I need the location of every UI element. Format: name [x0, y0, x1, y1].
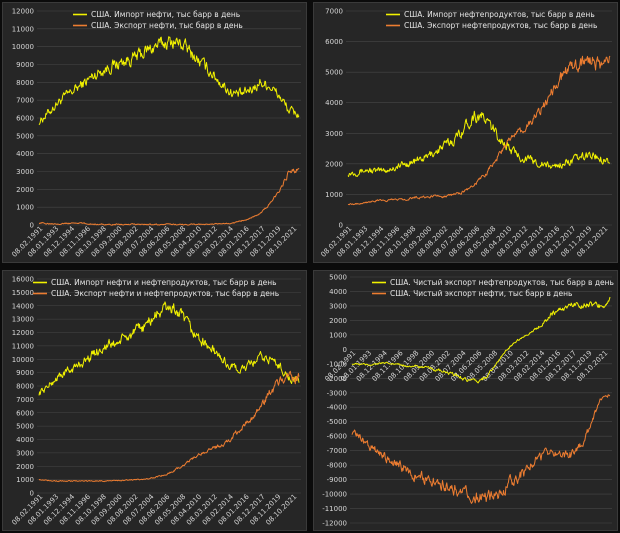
y-tick-label: 8000 — [16, 79, 34, 87]
y-tick-label: 2000 — [16, 186, 34, 194]
y-tick-label: 4000 — [16, 436, 34, 444]
y-tick-label: 12000 — [12, 329, 34, 337]
legend-entry: США. Импорт нефти и нефтепродуктов, тыс … — [51, 278, 277, 287]
y-tick-label: -6000 — [327, 433, 347, 441]
y-tick-label: 5000 — [325, 69, 343, 77]
y-tick-label: -4000 — [327, 404, 347, 412]
legend-entry: США. Экспорт нефти, тыс барр в день — [91, 21, 243, 30]
legend-entry: США. Импорт нефтепродуктов, тыс барр в д… — [404, 10, 595, 19]
series-line — [38, 167, 300, 226]
legend-entry: США. Экспорт нефтепродуктов, тыс барр в … — [404, 21, 597, 30]
y-tick-label: 6000 — [325, 38, 343, 46]
legend-entry: США. Чистый экспорт нефти, тыс барр в де… — [390, 289, 572, 298]
y-tick-label: 8000 — [16, 383, 34, 391]
series-line — [38, 370, 300, 483]
y-tick-label: 9000 — [16, 369, 34, 377]
y-tick-label: 15000 — [12, 289, 34, 297]
chart-total-svg: 0 1000 2000 3000 4000 5000 6000 7000 8000 9000 100… — [10, 276, 301, 527]
chart-panel-products: 0 1000 2000 3000 4000 5000 6000 7000 08.02.1991 0… — [313, 2, 618, 263]
y-tick-label: 2000 — [329, 317, 347, 325]
y-tick-label: 12000 — [12, 8, 34, 16]
y-tick-label: 7000 — [325, 8, 343, 16]
y-tick-label: 14000 — [12, 302, 34, 310]
chart-net-svg: 5000 4000 3000 2000 1000 0 -1000 -2000 -3000 -400… — [322, 274, 614, 528]
y-tick-label: 2000 — [325, 160, 343, 168]
y-tick-label: 4000 — [325, 99, 343, 107]
y-tick-label: 13000 — [12, 316, 34, 324]
chart-products-svg: 0100020003000400050006000700008.02.19910… — [319, 8, 612, 259]
y-tick-label: -5000 — [327, 418, 347, 426]
y-tick-label: -8000 — [327, 462, 347, 470]
y-tick-label: -1000 — [327, 360, 347, 368]
y-tick-label: 1000 — [329, 331, 347, 339]
y-tick-label: 2000 — [16, 463, 34, 471]
y-tick-label: 6000 — [16, 115, 34, 123]
y-tick-label: 7000 — [16, 97, 34, 105]
y-tick-label: 10000 — [12, 43, 34, 51]
y-tick-label: 10000 — [12, 356, 34, 364]
y-tick-label: 5000 — [16, 423, 34, 431]
y-tick-label: 1000 — [16, 476, 34, 484]
y-tick-label: 3000 — [325, 130, 343, 138]
y-tick-label: -10000 — [322, 491, 347, 499]
y-tick-label: -7000 — [327, 447, 347, 455]
legend-entry: США. Экспорт нефти и нефтепродуктов, тыс… — [51, 289, 279, 298]
y-tick-label: 1000 — [16, 204, 34, 212]
y-tick-label: 3000 — [329, 302, 347, 310]
y-tick-label: 6000 — [16, 409, 34, 417]
y-tick-label: -9000 — [327, 476, 347, 484]
y-tick-label: -11000 — [322, 505, 347, 513]
series-line — [347, 110, 611, 177]
y-tick-label: -3000 — [327, 389, 347, 397]
chart-panel-crude: 0 1000 2000 3000 4000 5000 6000 7000 8000 9000 100… — [2, 2, 307, 263]
y-tick-label: 11000 — [12, 342, 34, 350]
y-tick-label: 7000 — [16, 396, 34, 404]
y-tick-label: 3000 — [16, 449, 34, 457]
y-tick-label: 11000 — [12, 25, 34, 33]
chart-crude-svg: 0 1000 2000 3000 4000 5000 6000 7000 8000 9000 100… — [10, 8, 301, 259]
chart-panel-total: 0 1000 2000 3000 4000 5000 6000 7000 8000 9000 100… — [2, 270, 307, 531]
chart-panel-net: 5000 4000 3000 2000 1000 0 -1000 -2000 -3000 -400… — [313, 270, 618, 531]
y-tick-label: 3000 — [16, 168, 34, 176]
y-tick-label: 4000 — [16, 150, 34, 158]
y-tick-label: 16000 — [12, 276, 34, 284]
y-tick-label: 9000 — [16, 61, 34, 69]
y-tick-label: 0 — [30, 490, 34, 498]
series-line — [38, 36, 300, 126]
y-tick-label: 0 — [339, 222, 343, 230]
y-tick-label: 0 — [30, 222, 34, 230]
legend-entry: США. Импорт нефти, тыс барр в день — [91, 10, 240, 19]
legend-entry: США. Чистый экспорт нефтепродуктов, тыс … — [390, 278, 614, 287]
y-tick-label: -12000 — [322, 520, 347, 528]
series-line — [38, 301, 300, 396]
series-line — [347, 55, 611, 206]
y-tick-label: 4000 — [329, 288, 347, 296]
y-tick-label: 5000 — [16, 132, 34, 140]
y-tick-label: 1000 — [325, 191, 343, 199]
series-line — [351, 394, 611, 504]
y-tick-label: 0 — [343, 346, 347, 354]
y-tick-label: 5000 — [329, 274, 347, 282]
y-tick-label: -2000 — [327, 375, 347, 383]
series-line — [351, 296, 611, 384]
